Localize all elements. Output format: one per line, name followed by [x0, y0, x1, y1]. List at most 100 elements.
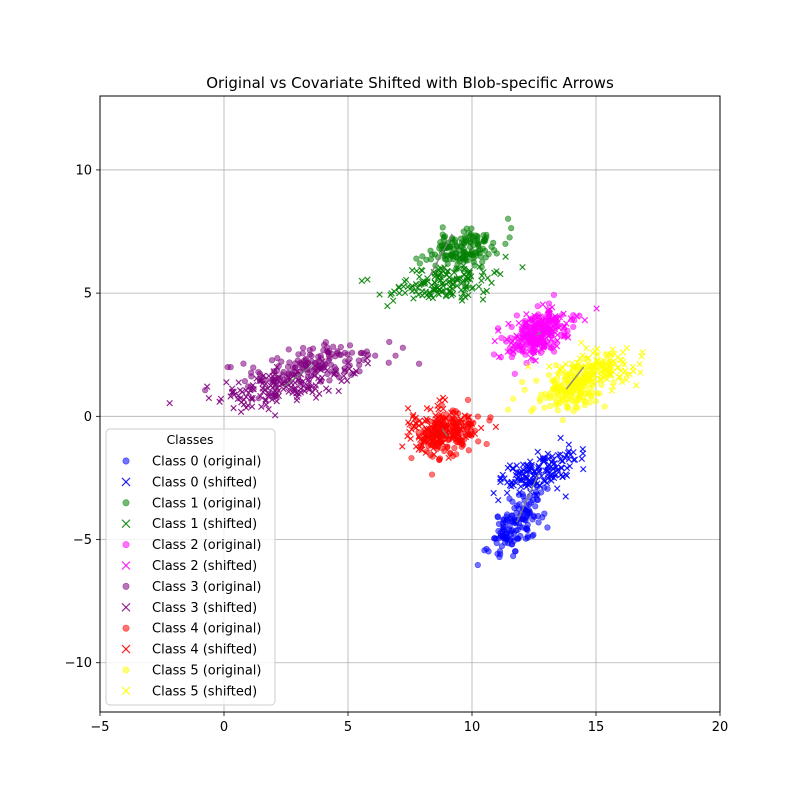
- class-5-shifted-point: [615, 373, 623, 381]
- class-2-shifted-point: [512, 335, 519, 342]
- class-3-original-point: [278, 358, 285, 365]
- class-5-original-point: [545, 371, 552, 379]
- class-1-shifted-point: [408, 266, 416, 274]
- class-0-shifted-point: [523, 461, 530, 469]
- class-3-shifted-point: [275, 374, 283, 381]
- class-3-shifted-point: [257, 377, 265, 385]
- class-1-original-point: [490, 239, 497, 246]
- legend-marker-circle: [122, 499, 130, 507]
- legend-marker-circle: [122, 457, 130, 465]
- class-5-shifted-point: [626, 371, 633, 378]
- class-3-shifted-point: [242, 387, 250, 394]
- class-0-shifted-series: [490, 434, 587, 504]
- class-1-shifted-point: [453, 265, 460, 272]
- class-0-shifted-point: [544, 471, 551, 479]
- class-2-shifted-point: [505, 320, 512, 328]
- class-1-shifted-point: [439, 282, 447, 290]
- class-5-shifted-point: [584, 389, 592, 396]
- class-5-original-point: [559, 417, 566, 424]
- class-4-shifted-point: [404, 405, 412, 412]
- class-2-shifted-point: [523, 311, 530, 318]
- class-4-shifted-point: [440, 425, 447, 432]
- legend-marker-circle: [122, 624, 130, 632]
- class-1-shifted-point: [502, 253, 509, 261]
- class-1-original-point: [439, 224, 446, 231]
- class-1-shifted-point: [413, 288, 420, 295]
- class-0-original-point: [539, 514, 546, 521]
- class-2-shifted-point: [539, 301, 547, 308]
- legend-marker-circle: [122, 541, 130, 549]
- class-0-original-point: [509, 541, 516, 548]
- class-5-shifted-point: [636, 360, 643, 368]
- class-4-shifted-point: [437, 411, 445, 418]
- class-1-shifted-point: [364, 276, 371, 283]
- class-0-shifted-point: [544, 466, 551, 474]
- class-4-shifted-point: [449, 415, 456, 422]
- class-0-original-point: [529, 532, 536, 540]
- class-4-shifted-point: [409, 413, 417, 420]
- class-1-original-point: [475, 247, 482, 255]
- class-3-shifted-point: [272, 381, 280, 388]
- class-5-shifted-point: [584, 355, 591, 362]
- class-1-original-point: [457, 235, 465, 242]
- x-tick-label: 15: [588, 720, 605, 735]
- class-3-original-point: [309, 345, 317, 352]
- class-3-original-point: [295, 351, 302, 358]
- class-2-shifted-point: [527, 354, 535, 361]
- class-5-shifted-point: [590, 380, 597, 388]
- class-5-original-point: [594, 390, 601, 397]
- class-0-shifted-point: [553, 485, 561, 492]
- class-4-shifted-point: [477, 424, 485, 432]
- class-2-shifted-point: [553, 342, 561, 350]
- class-4-shifted-point: [457, 438, 464, 445]
- class-1-shifted-point: [432, 270, 439, 277]
- class-1-shifted-point: [434, 284, 441, 291]
- class-5-shifted-point: [562, 361, 570, 368]
- class-0-shifted-point: [501, 475, 508, 482]
- legend-label: Class 1 (shifted): [152, 517, 257, 532]
- class-2-original-point: [520, 348, 527, 355]
- class-0-shifted-point: [548, 459, 555, 466]
- class-0-original-point: [530, 512, 537, 519]
- class-3-shifted-point: [262, 401, 270, 408]
- class-1-original-point: [463, 225, 470, 232]
- legend-label: Class 5 (shifted): [152, 684, 257, 699]
- class-4-shifted-point: [423, 404, 431, 412]
- class-5-shifted-point: [607, 363, 614, 371]
- class-4-shifted-point: [442, 415, 450, 423]
- class-5-shifted-point: [583, 345, 590, 352]
- class-4-shifted-point: [418, 446, 425, 454]
- legend-item-class-0-shifted: Class 0 (shifted): [121, 475, 257, 490]
- class-3-original-point: [302, 360, 309, 367]
- class-3-shifted-point: [340, 372, 348, 380]
- class-4-shifted-point: [453, 410, 460, 417]
- class-2-shifted-point: [525, 348, 533, 356]
- class-4-shifted-point: [416, 417, 424, 424]
- class-0-original-point: [494, 550, 501, 557]
- class-3-original-point: [308, 352, 315, 360]
- class-0-original-point: [481, 547, 488, 554]
- class-3-shifted-point: [364, 360, 372, 367]
- class-3-shifted-point: [203, 383, 211, 390]
- class-1-shifted-point: [497, 270, 504, 278]
- class-0-shifted-point: [508, 478, 515, 486]
- class-0-shifted-point: [516, 489, 523, 496]
- class-5-shifted-point: [554, 371, 561, 379]
- class-2-shifted-point: [527, 315, 534, 323]
- class-0-shifted-point: [495, 496, 502, 504]
- class-0-shifted-point: [504, 464, 512, 472]
- class-0-shifted-point: [516, 469, 523, 476]
- class-3-shifted-point: [223, 379, 230, 386]
- class-3-original-point: [323, 347, 331, 355]
- legend-item-class-5-shifted: Class 5 (shifted): [121, 684, 257, 699]
- class-5-original-point: [521, 386, 528, 393]
- class-3-original-point: [286, 359, 293, 366]
- class-1-original-series: [413, 215, 515, 273]
- class-3-shifted-point: [265, 406, 272, 413]
- class-4-shifted-point: [415, 422, 423, 429]
- class-1-original-point: [467, 232, 474, 239]
- class-2-shifted-point: [519, 343, 527, 350]
- class-4-shifted-point: [399, 443, 406, 450]
- class-5-shifted-point: [621, 361, 628, 368]
